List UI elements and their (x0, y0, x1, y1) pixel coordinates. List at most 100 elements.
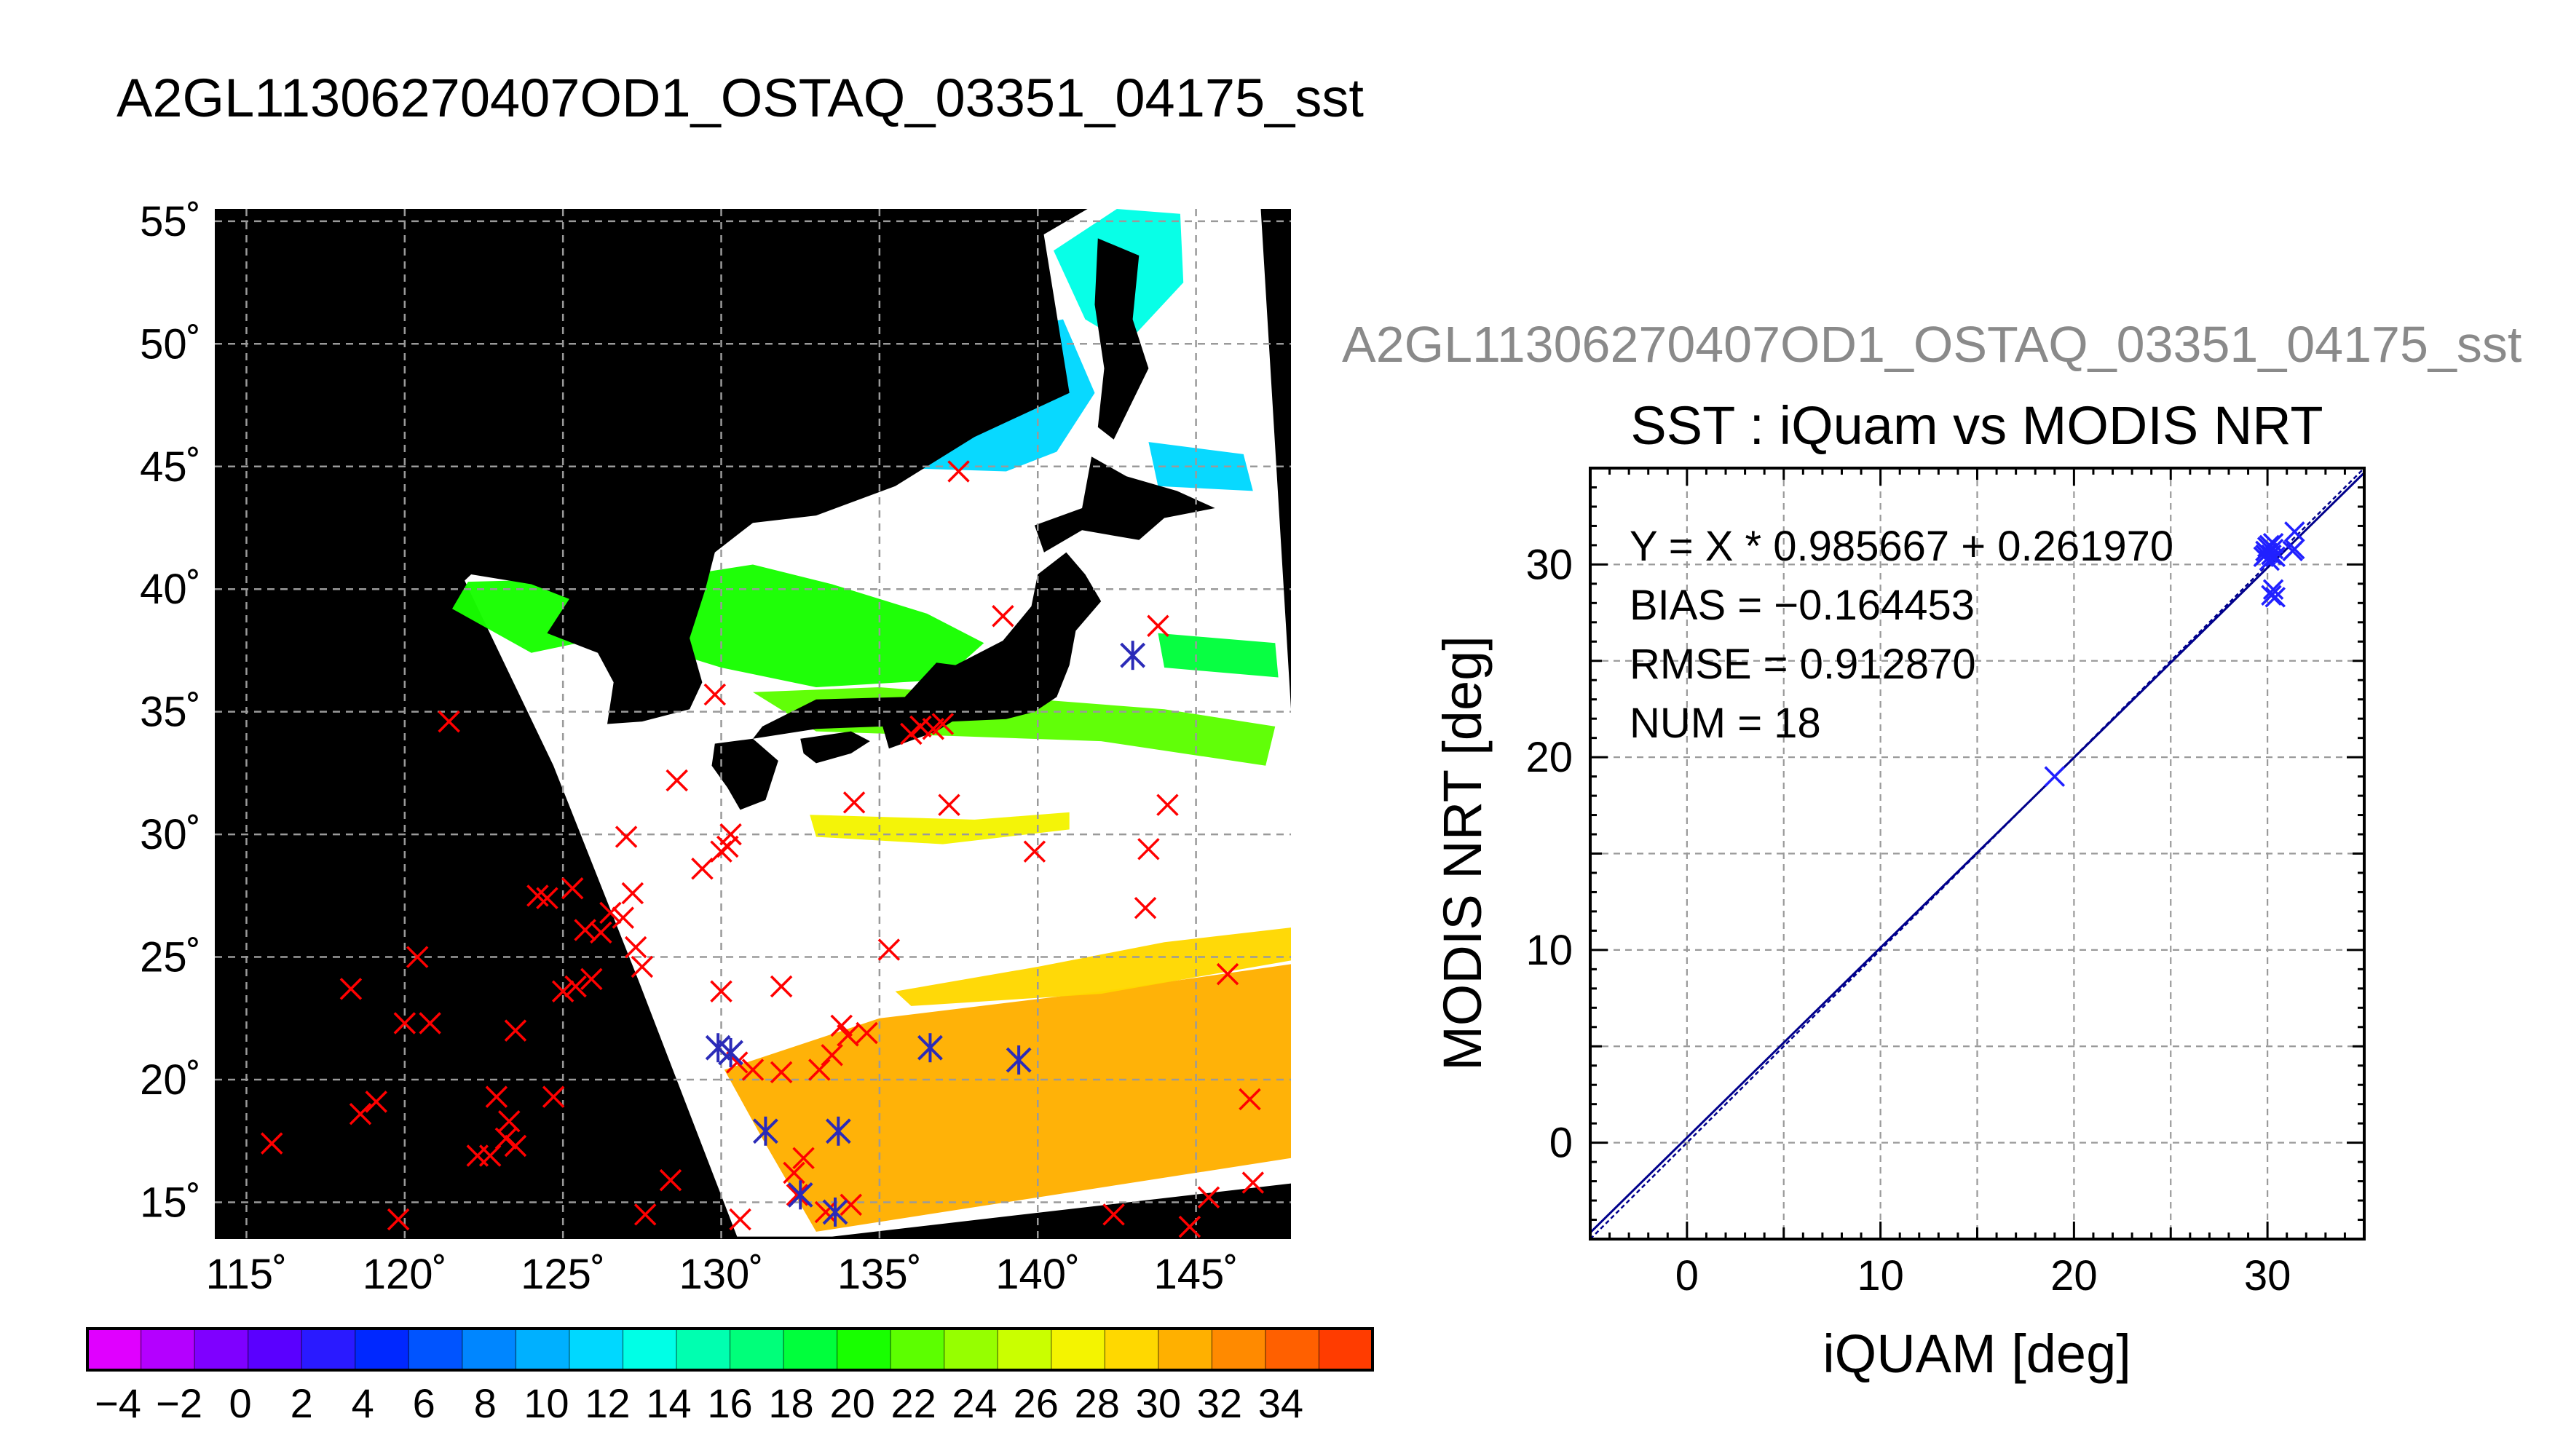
colorbar-cell (1051, 1329, 1105, 1370)
match-point-red-stroke-b (856, 1021, 878, 1045)
match-point-red-stroke-b (498, 1110, 521, 1133)
match-point-red-stroke-b (726, 1051, 749, 1074)
match-point-red-stroke-b (666, 769, 688, 792)
match-point-red (1239, 1088, 1261, 1111)
valid-point-blue (787, 1180, 813, 1210)
scatter-point (2264, 587, 2286, 608)
valid-point-blue (822, 1197, 848, 1227)
colorbar-tick-label: 22 (891, 1380, 936, 1426)
match-point-red (406, 946, 429, 968)
colorbar-cell (355, 1329, 409, 1370)
colorbar-tick-label: 6 (413, 1380, 435, 1426)
match-point-red-stroke-b (494, 1127, 518, 1150)
match-point-red-stroke-b (877, 938, 901, 961)
match-point-red-stroke-b (542, 1085, 565, 1108)
scatter-panel: A2GL11306270407OD1_OSTAQ_03351_04175_sst… (1342, 316, 2522, 1384)
match-point-red-stroke-b (1147, 614, 1169, 637)
colorbar: −4 −2 0 2 4 6 8 10 12 14 16 18 20 22 24 26 28 30 32 34 (86, 1327, 1374, 1426)
match-point-red-stroke-b (633, 1203, 657, 1226)
stats-rmse: RMSE = 0.912870 (1630, 641, 1976, 688)
match-point-red (1156, 794, 1179, 816)
match-point-red-stroke-b (419, 1012, 441, 1034)
scatter-point-stroke-b (2262, 538, 2284, 560)
map-lat-tick-label: 25˚ (140, 934, 201, 981)
match-point-red (438, 710, 460, 733)
land-japan-island-small (398, 285, 430, 310)
scatter-ytick-label: 0 (1549, 1120, 1573, 1167)
map-lat-tick-label: 55˚ (140, 198, 201, 245)
match-point-red-stroke-b (719, 823, 742, 846)
match-point-red (931, 713, 955, 735)
match-point-red (339, 978, 363, 1000)
match-point-red-stroke-b (631, 955, 654, 978)
match-point-red-stroke-b (703, 683, 727, 706)
match-point-red-stroke-b (1023, 840, 1046, 863)
match-point-red (938, 794, 960, 816)
match-point-red-stroke-b (947, 460, 970, 483)
match-point-red (1241, 1171, 1265, 1194)
colorbar-cell (1319, 1329, 1373, 1370)
match-point-red (842, 791, 866, 814)
match-point-red (783, 1161, 805, 1184)
land-china-korea (246, 209, 1070, 1018)
stats-bias: BIAS = −0.164453 (1630, 582, 1975, 629)
map-lon-tick-label: 120˚ (363, 1251, 447, 1298)
scatter-point-stroke-b (2284, 538, 2305, 560)
match-point-red-stroke-b (504, 1134, 527, 1158)
colorbar-cell (569, 1329, 624, 1370)
match-point-red-stroke-b (691, 858, 714, 880)
colorbar-cell (248, 1329, 302, 1370)
valid-point-blue (825, 1116, 851, 1146)
scatter-xtick-label: 10 (1857, 1252, 1904, 1299)
match-point-red-stroke-b (741, 1059, 765, 1081)
colorbar-cell (516, 1329, 570, 1370)
colorbar-frame (86, 1327, 1374, 1372)
match-point-red (840, 1193, 862, 1216)
match-point-red-stroke-b (770, 975, 793, 998)
match-point-red (947, 460, 970, 483)
scatter-point (2259, 550, 2280, 571)
match-point-red (542, 1085, 565, 1108)
match-point-red (1102, 1203, 1125, 1226)
match-point-red (633, 1203, 657, 1226)
scatter-overlay-title: A2GL11306270407OD1_OSTAQ_03351_04175_sst (1342, 316, 2522, 373)
valid-point-blue (752, 1116, 778, 1146)
scatter-point (2262, 579, 2284, 601)
match-point-red (564, 975, 587, 998)
colorbar-cell (783, 1329, 838, 1370)
match-point-red-stroke-b (814, 1200, 837, 1224)
match-point-red-stroke-b (504, 1019, 527, 1042)
match-point-red-stroke-b (1134, 896, 1157, 919)
match-point-red-stroke-b (590, 921, 612, 944)
scatter-point (2261, 585, 2282, 606)
match-point-red (349, 1102, 372, 1125)
match-point-red-stroke-b (659, 1168, 682, 1192)
match-point-red-stroke-b (830, 1014, 853, 1037)
colorbar-cell (1158, 1329, 1212, 1370)
match-point-red (551, 980, 574, 1002)
colorbar-tick-label: 16 (707, 1380, 752, 1426)
scatter-ylabel: MODIS NRT [deg] (1432, 636, 1493, 1071)
match-point-red (1197, 1186, 1220, 1208)
match-point-red-stroke-b (842, 791, 866, 814)
stats-equation: Y = X * 0.985667 + 0.261970 (1630, 523, 2173, 570)
land-hokkaido (1034, 456, 1215, 553)
match-point-red (770, 975, 793, 998)
match-point-red (1147, 614, 1169, 637)
land-shikoku (800, 731, 870, 764)
colorbar-tick-label: 24 (952, 1380, 998, 1426)
scatter-point (2284, 521, 2305, 542)
scatter-point-stroke-b (2264, 546, 2286, 568)
colorbar-cell (462, 1329, 516, 1370)
match-point-red (792, 1147, 815, 1170)
land-sakhalin (1094, 238, 1149, 440)
match-point-red (716, 835, 739, 858)
match-point-red (621, 882, 644, 905)
match-point-red-stroke-b (561, 877, 584, 900)
match-point-red-stroke-b (1137, 838, 1160, 860)
stats-box: Y = X * 0.985667 + 0.261970 BIAS = −0.16… (1630, 523, 2173, 747)
scatter-point-stroke-b (2261, 585, 2282, 606)
match-point-red (485, 1085, 508, 1108)
match-point-red-stroke-b (716, 835, 739, 858)
match-point-red-stroke-b (438, 710, 460, 733)
